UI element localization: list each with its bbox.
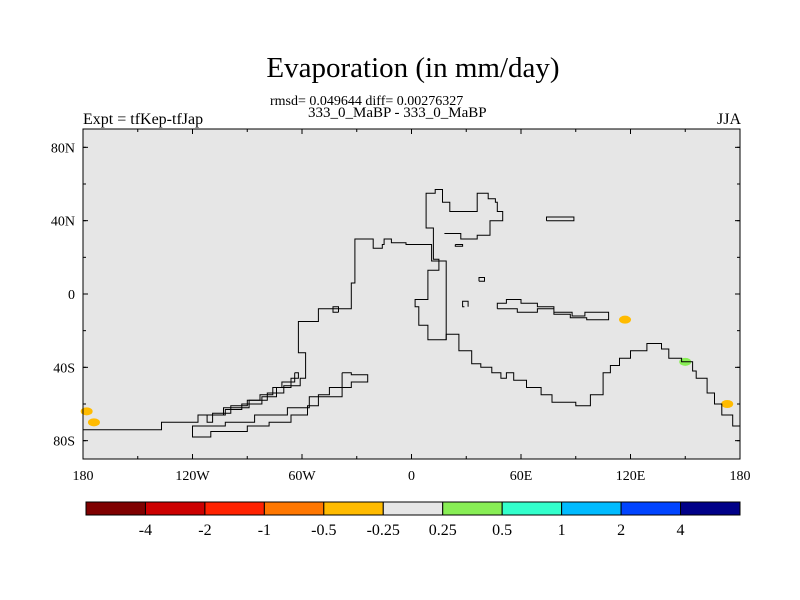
coastline bbox=[462, 300, 469, 308]
y-tick-label: 40S bbox=[53, 361, 75, 376]
anomaly-patch bbox=[87, 418, 100, 427]
anomaly-patch bbox=[80, 407, 93, 416]
coastline bbox=[546, 216, 575, 222]
coastline bbox=[83, 189, 504, 431]
case-line: 333_0_MaBP - 333_0_MaBP bbox=[308, 105, 487, 121]
coastline bbox=[454, 244, 464, 247]
season-label: JJA bbox=[716, 111, 741, 128]
colorbar-label: 4 bbox=[677, 522, 685, 539]
x-tick-label: 120W bbox=[175, 469, 210, 484]
coastline bbox=[332, 306, 339, 313]
colorbar-label: -1 bbox=[258, 522, 271, 539]
colorbar: -4 -2 -1 -0.5 -0.25 0.25 0.5 1 2 4 bbox=[85, 501, 741, 539]
colorbar-swatch bbox=[204, 501, 265, 516]
colorbar-swatch bbox=[382, 501, 444, 516]
colorbar-swatch bbox=[501, 501, 563, 516]
coastline bbox=[496, 299, 610, 321]
map-background bbox=[83, 129, 740, 459]
chart-title: Evaporation (in mm/day) bbox=[266, 52, 560, 84]
y-tick-label: 40N bbox=[51, 215, 75, 230]
x-tick-label: 180 bbox=[73, 469, 94, 484]
x-tick-label: 60E bbox=[510, 469, 533, 484]
colorbar-swatch bbox=[263, 501, 325, 516]
coastline bbox=[192, 372, 369, 438]
y-tick-label: 0 bbox=[68, 288, 75, 303]
x-tick-label: 0 bbox=[408, 469, 415, 484]
colorbar-label: 2 bbox=[617, 522, 625, 539]
colorbar-swatch bbox=[442, 501, 503, 516]
colorbar-label: 0.5 bbox=[492, 522, 512, 539]
colorbar-swatch bbox=[85, 501, 146, 516]
coastline bbox=[206, 372, 299, 423]
coastline bbox=[445, 333, 740, 427]
stats-line: rmsd= 0.049644 diff= 0.00276327 bbox=[270, 94, 464, 109]
map-layer bbox=[80, 128, 741, 460]
axis-layer: 180 120W 60W 0 60E 120E 180 80N 40N 0 40S 80S bbox=[51, 129, 751, 484]
x-tick-label: 120E bbox=[616, 469, 646, 484]
colorbar-label: -4 bbox=[139, 522, 152, 539]
colorbar-swatch bbox=[561, 501, 622, 516]
colorbar-swatch bbox=[144, 501, 206, 516]
colorbar-swatch bbox=[323, 501, 384, 516]
colorbar-label: -0.25 bbox=[367, 522, 400, 539]
colorbar-swatch bbox=[620, 501, 682, 516]
colorbar-label: -0.5 bbox=[311, 522, 336, 539]
colorbar-swatch bbox=[680, 501, 741, 516]
colorbar-label: 0.25 bbox=[429, 522, 457, 539]
coastline bbox=[478, 277, 485, 282]
colorbar-label: -2 bbox=[198, 522, 211, 539]
experiment-label: Expt = tfKep-tfJap bbox=[83, 111, 204, 128]
anomaly-patch bbox=[721, 400, 734, 408]
x-tick-label: 180 bbox=[730, 469, 751, 484]
colorbar-label: 1 bbox=[558, 522, 566, 539]
y-tick-label: 80N bbox=[51, 141, 75, 156]
x-tick-label: 60W bbox=[288, 469, 316, 484]
anomaly-patch bbox=[619, 315, 632, 324]
y-tick-label: 80S bbox=[53, 435, 75, 450]
